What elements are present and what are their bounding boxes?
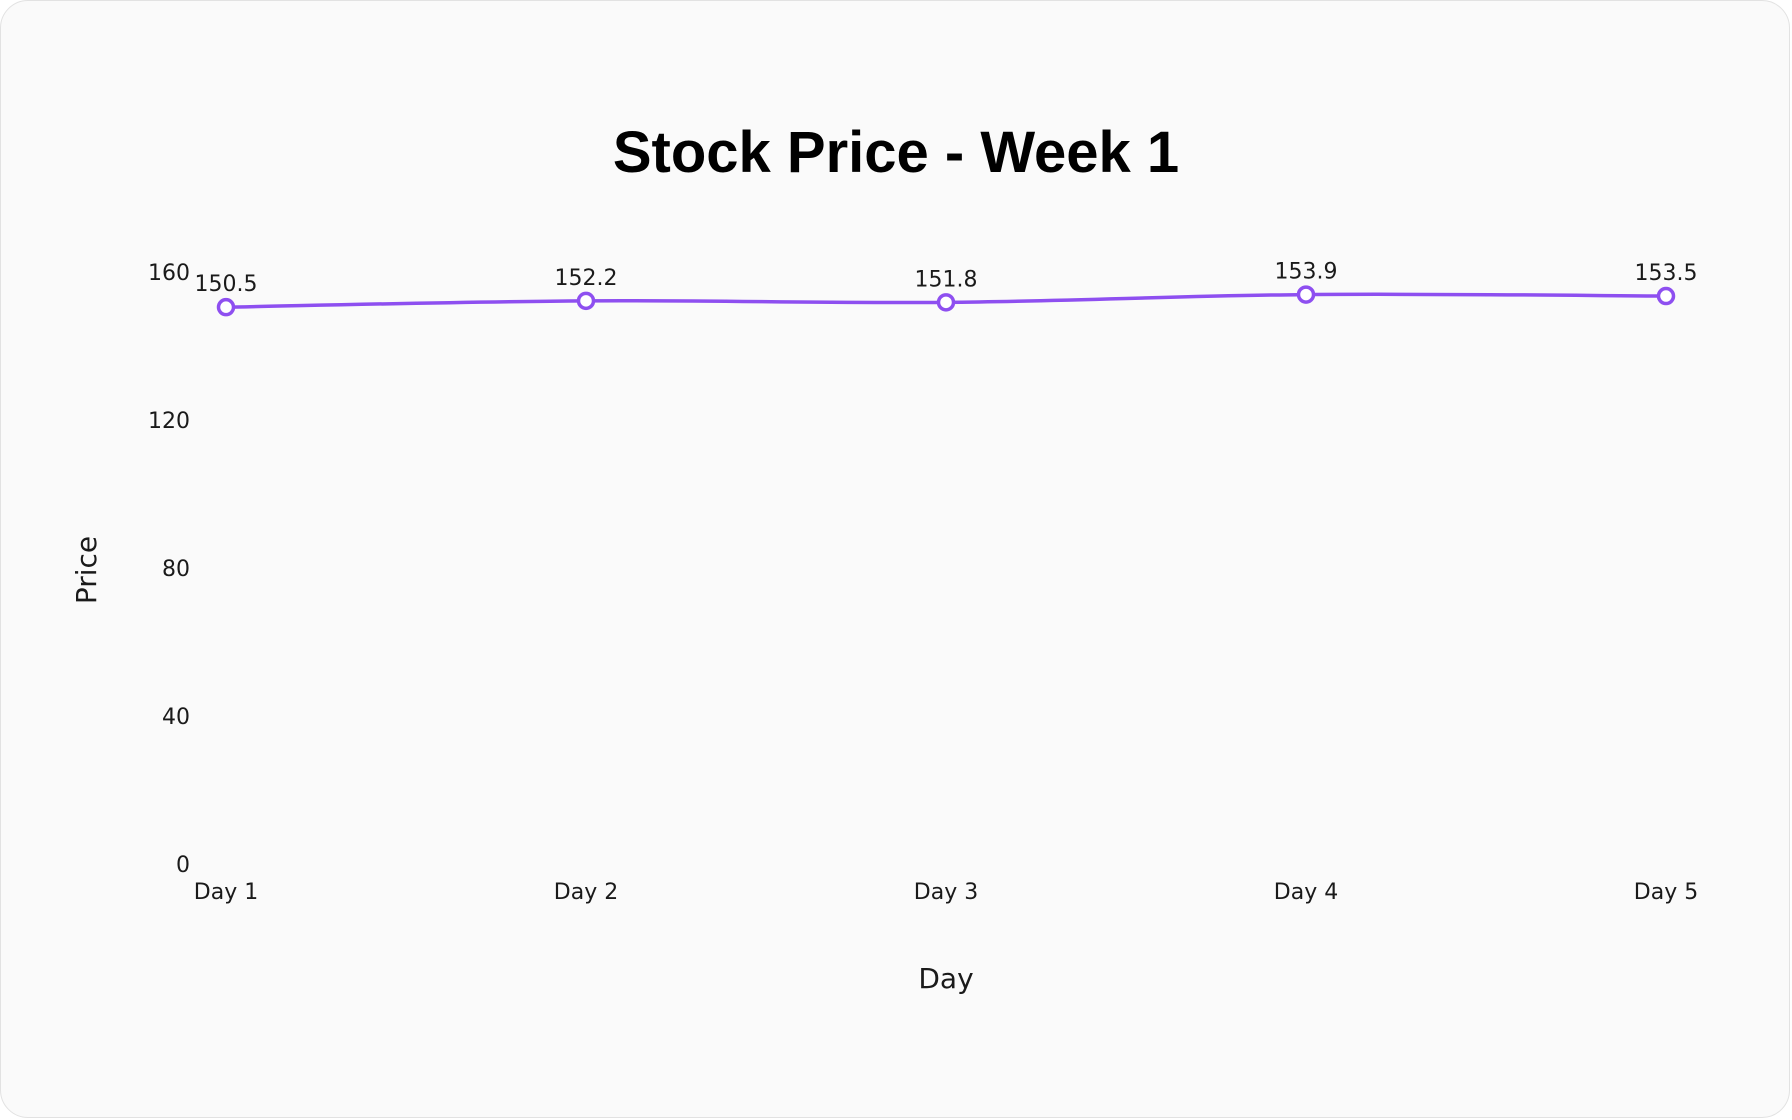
y-tick-label: 120 xyxy=(148,409,190,434)
y-tick-label: 160 xyxy=(148,261,190,286)
y-axis-ticks: 0 40 80 120 160 xyxy=(148,261,190,878)
data-label: 153.9 xyxy=(1275,260,1338,285)
x-tick-label: Day 3 xyxy=(914,880,978,905)
data-point[interactable] xyxy=(576,291,596,311)
x-axis-ticks: Day 1 Day 2 Day 3 Day 4 Day 5 xyxy=(194,880,1698,905)
data-point[interactable] xyxy=(1296,285,1316,304)
x-tick-label: Day 4 xyxy=(1274,880,1338,905)
series-group xyxy=(216,285,1676,317)
data-label: 152.2 xyxy=(555,266,618,291)
x-tick-label: Day 5 xyxy=(1634,880,1698,905)
x-tick-label: Day 2 xyxy=(554,880,618,905)
y-tick-label: 80 xyxy=(162,557,190,582)
data-labels: 150.5 152.2 151.8 153.9 153.5 xyxy=(195,260,1698,298)
x-tick-label: Day 1 xyxy=(194,880,258,905)
y-axis-label: Price xyxy=(70,536,103,604)
data-point[interactable] xyxy=(216,297,236,317)
y-tick-label: 40 xyxy=(162,705,190,730)
data-label: 151.8 xyxy=(915,267,978,292)
chart-title: Stock Price - Week 1 xyxy=(613,120,1179,185)
data-point[interactable] xyxy=(1656,286,1676,306)
data-point[interactable] xyxy=(936,293,956,312)
x-axis-label: Day xyxy=(918,962,973,995)
y-tick-label: 0 xyxy=(176,853,190,878)
data-label: 150.5 xyxy=(195,272,258,297)
data-label: 153.5 xyxy=(1635,261,1698,286)
